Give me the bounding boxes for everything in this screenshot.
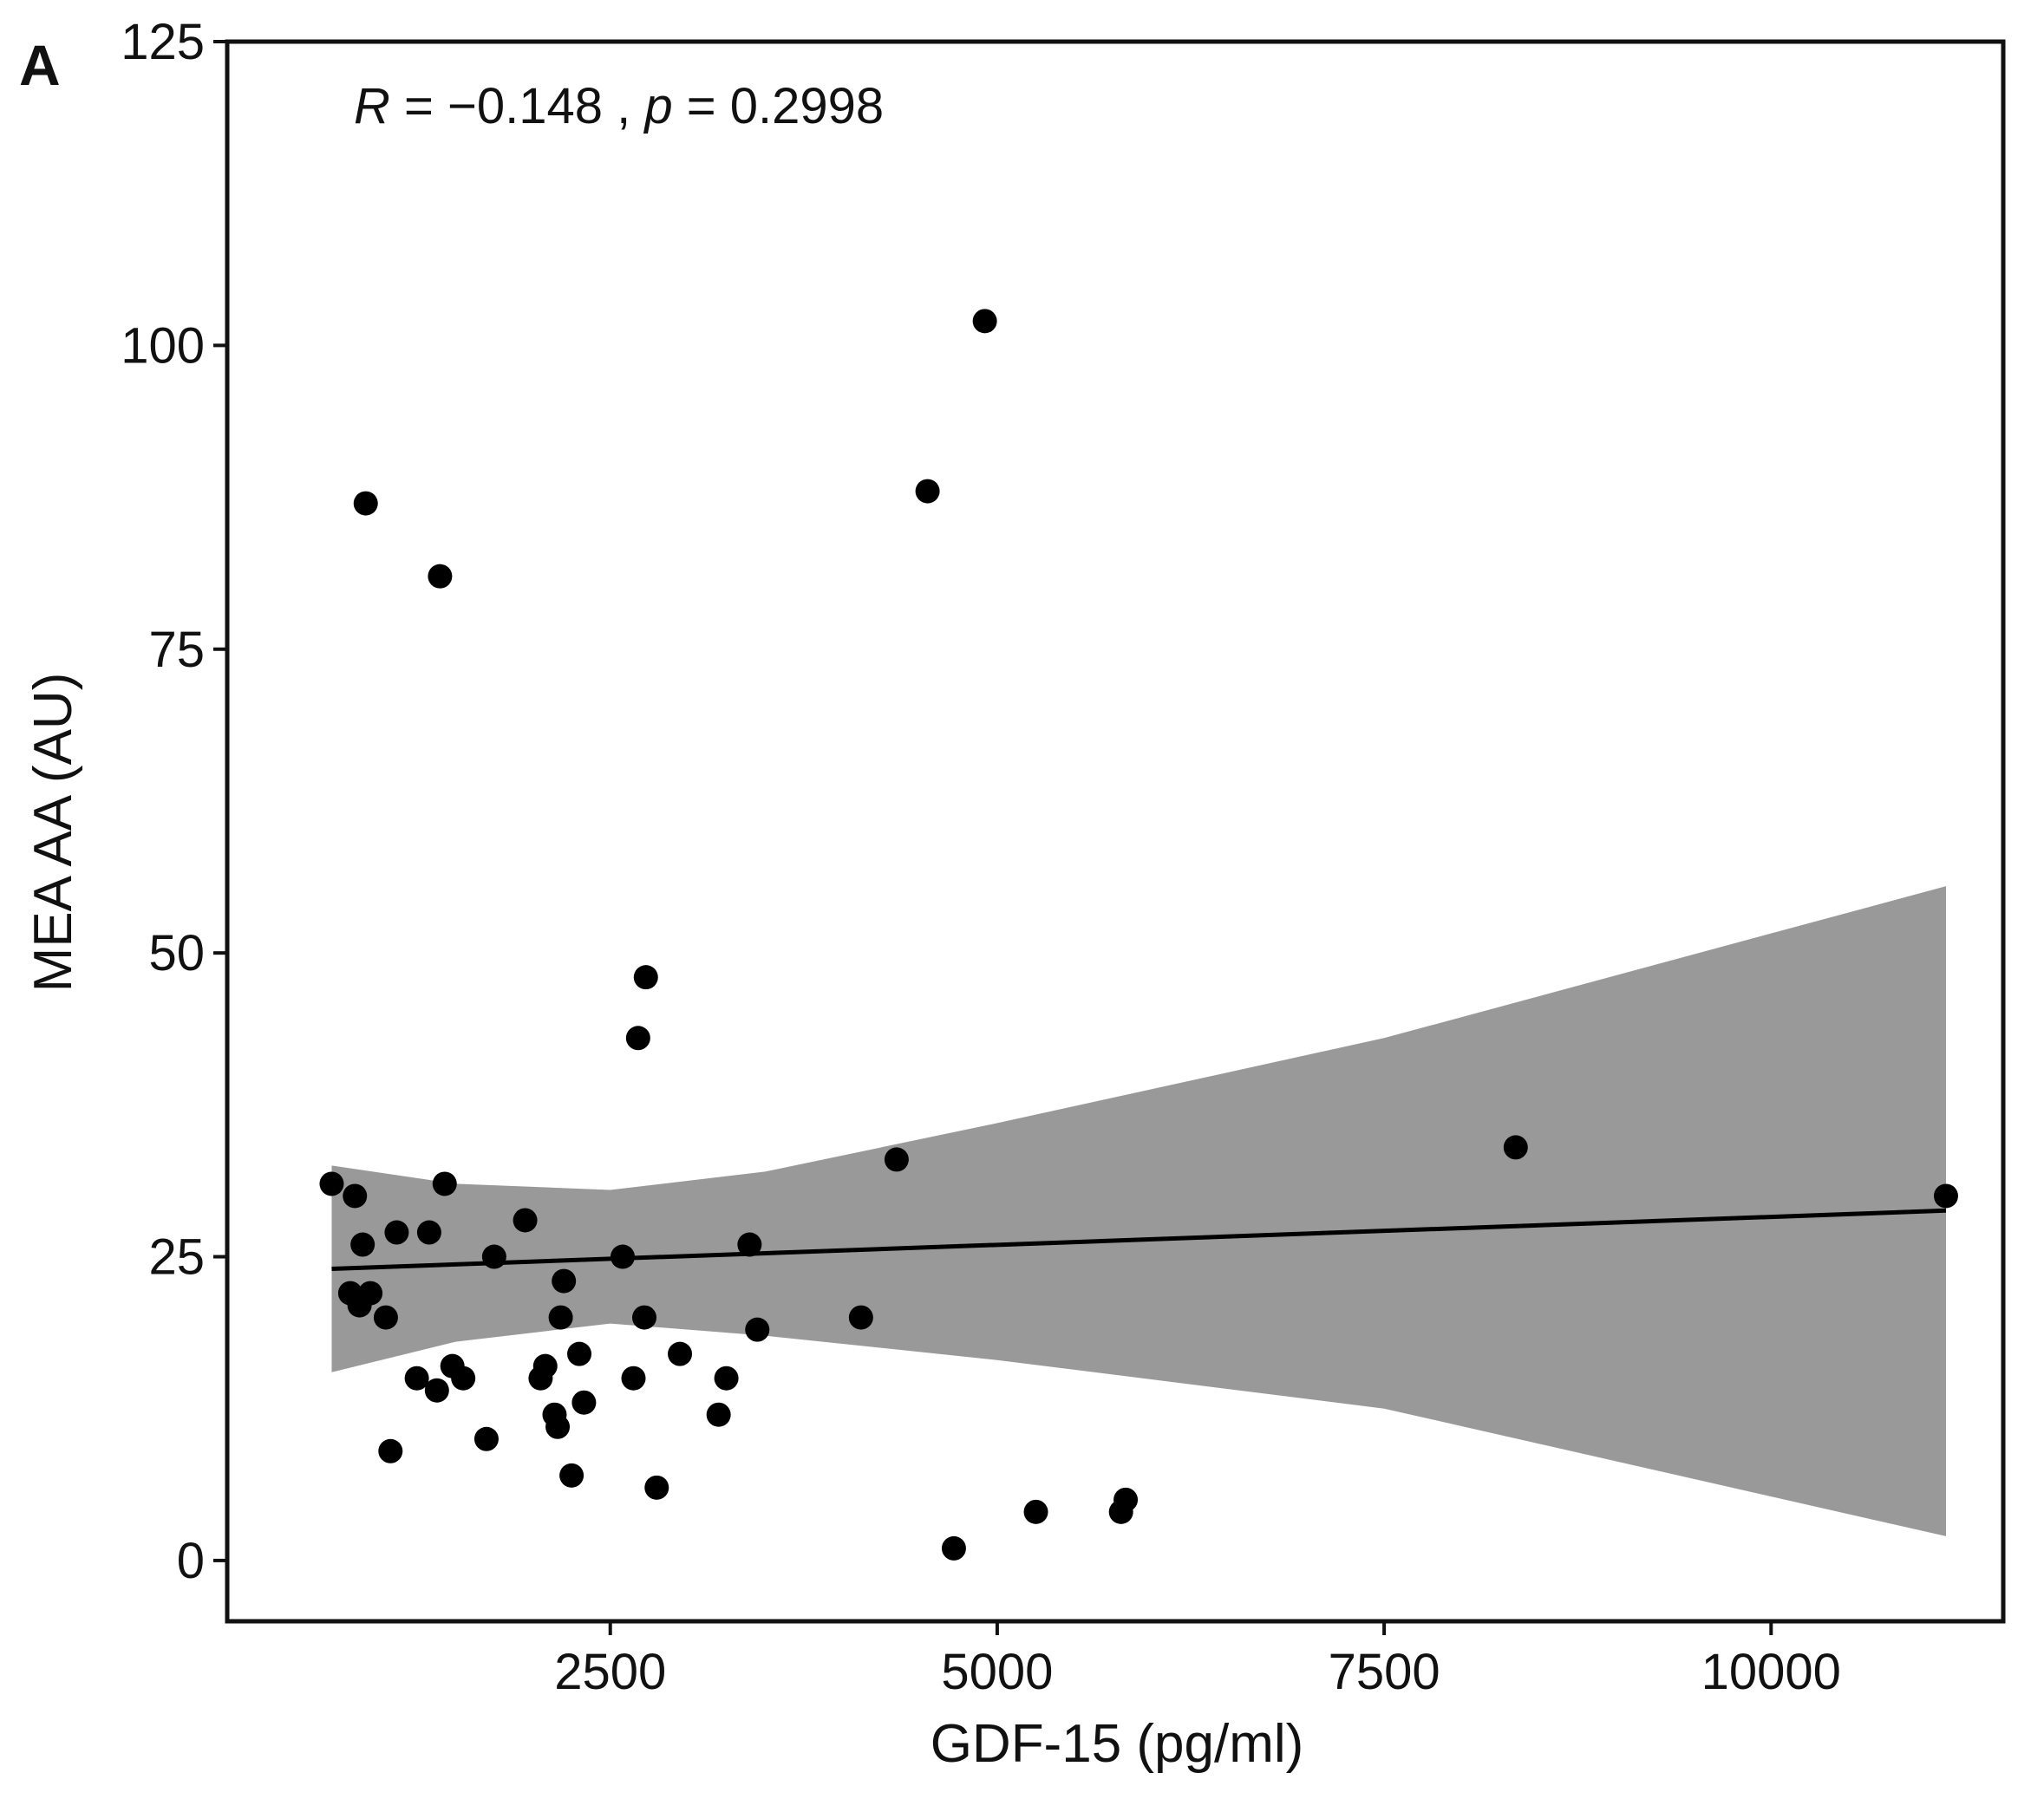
data-point	[451, 1366, 476, 1391]
data-point	[350, 1232, 375, 1257]
y-tick-label: 75	[148, 622, 205, 678]
correlation-annotation: R = −0.148 , p = 0.2998	[354, 78, 884, 134]
data-point	[373, 1305, 398, 1330]
data-point	[737, 1232, 762, 1257]
data-point	[424, 1378, 449, 1403]
x-axis: 2500 5000 7500 10000	[554, 1621, 1841, 1700]
x-tick-label: 2500	[554, 1644, 666, 1700]
data-point	[513, 1208, 538, 1233]
data-point	[416, 1220, 441, 1245]
x-axis-title: GDF-15 (pg/ml)	[931, 1714, 1304, 1774]
data-point	[621, 1366, 646, 1391]
x-tick-label: 5000	[941, 1644, 1053, 1700]
regression-line	[331, 1208, 1947, 1272]
data-point	[611, 1244, 636, 1269]
data-points-layer	[319, 309, 1958, 1561]
r-symbol: R	[354, 78, 390, 134]
y-tick-label: 100	[121, 317, 205, 374]
p-symbol: p	[643, 78, 672, 134]
data-point	[473, 1426, 499, 1451]
data-point	[319, 1171, 344, 1196]
data-point	[358, 1281, 383, 1306]
data-point	[432, 1171, 457, 1196]
data-point	[353, 491, 378, 516]
data-point	[1023, 1499, 1048, 1524]
data-point	[884, 1147, 909, 1172]
data-point	[571, 1390, 597, 1415]
y-tick-label: 50	[148, 925, 205, 981]
data-point	[552, 1268, 577, 1294]
data-point	[848, 1305, 873, 1330]
data-point	[668, 1341, 693, 1366]
y-axis-title: MEA AA (AU)	[23, 673, 83, 993]
y-axis: 0 25 50 75 100 125	[121, 14, 227, 1589]
p-value-text: = 0.2998	[673, 78, 885, 134]
data-point	[625, 1026, 650, 1051]
x-tick-label: 10000	[1701, 1644, 1841, 1700]
data-point	[428, 564, 453, 589]
x-tick-label: 7500	[1329, 1644, 1440, 1700]
panel-label: A	[19, 33, 61, 97]
data-point	[545, 1414, 571, 1439]
data-point	[343, 1183, 368, 1209]
data-point	[941, 1535, 966, 1561]
data-point	[404, 1366, 429, 1391]
data-point	[384, 1220, 409, 1245]
data-point	[378, 1438, 403, 1463]
y-tick-label: 0	[177, 1533, 205, 1589]
confidence-band	[331, 886, 1946, 1536]
data-point	[532, 1353, 558, 1379]
data-point	[915, 479, 940, 504]
data-point	[972, 309, 997, 334]
plot-frame	[225, 39, 2006, 1624]
data-point	[706, 1402, 731, 1427]
regression-line-layer	[331, 1208, 1947, 1272]
data-point	[548, 1305, 573, 1330]
data-point	[631, 1305, 656, 1330]
r-value-text: = −0.148 ,	[390, 78, 644, 134]
data-point	[559, 1463, 584, 1488]
data-point	[1503, 1135, 1528, 1160]
data-point	[1113, 1487, 1139, 1512]
confidence-band-layer	[331, 886, 1946, 1536]
data-point	[481, 1244, 506, 1269]
data-point	[644, 1475, 669, 1500]
data-point	[633, 965, 658, 990]
y-tick-label: 125	[121, 14, 205, 70]
data-point	[714, 1366, 739, 1391]
data-point	[1933, 1183, 1958, 1209]
data-point	[745, 1317, 770, 1342]
y-tick-label: 25	[148, 1229, 205, 1286]
data-point	[567, 1341, 592, 1366]
